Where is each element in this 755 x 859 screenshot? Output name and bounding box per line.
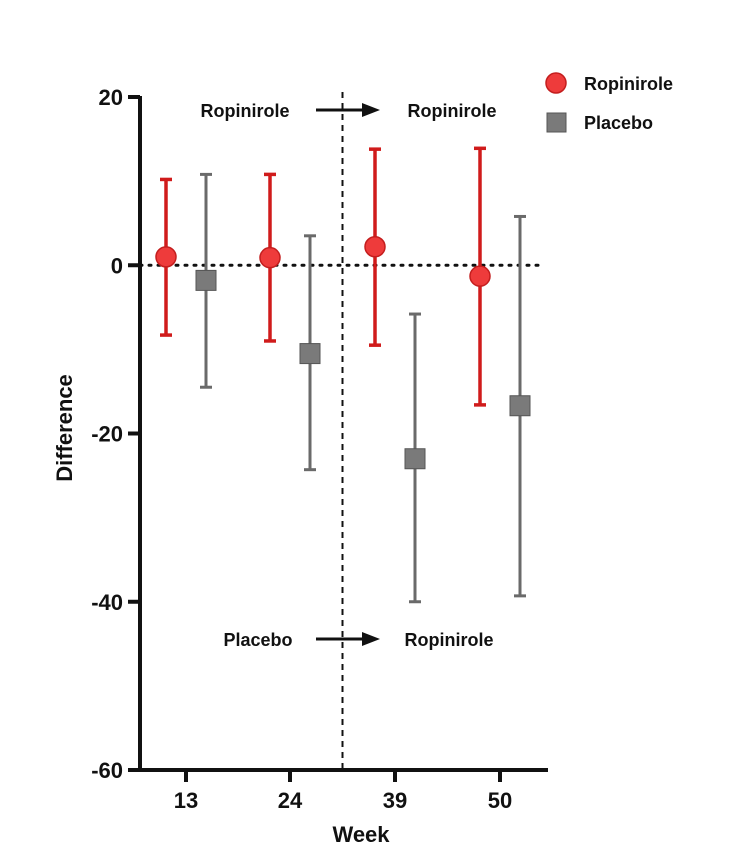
y-tick-label: 0: [111, 253, 123, 278]
y-tick-label: -20: [91, 422, 123, 447]
data-point-ropinirole: [259, 246, 281, 269]
x-tick-label: 13: [174, 788, 198, 813]
data-markers: [155, 235, 531, 470]
y-axis-title: Difference: [52, 374, 77, 482]
x-axis-title: Week: [332, 822, 390, 847]
y-tick-label: 20: [99, 85, 123, 110]
data-point-placebo: [195, 269, 217, 291]
legend-marker-ropinirole: [545, 72, 567, 94]
annotation-bottom-arrowhead: [362, 632, 380, 646]
annotation-top-to: Ropinirole: [408, 101, 497, 121]
legend-label-placebo: Placebo: [584, 113, 653, 133]
x-tick-label: 39: [383, 788, 407, 813]
y-tick-label: -40: [91, 590, 123, 615]
legend-marker-placebo: [546, 112, 567, 133]
x-tick-label: 24: [278, 788, 303, 813]
annotations: Ropinirole Ropinirole Placebo Ropinirole: [201, 101, 497, 650]
annotation-top-arrowhead: [362, 103, 380, 117]
x-tick-label: 50: [488, 788, 512, 813]
legend-label-ropinirole: Ropinirole: [584, 74, 673, 94]
annotation-top-from: Ropinirole: [201, 101, 290, 121]
y-tick-label: -60: [91, 758, 123, 783]
data-point-placebo: [299, 343, 321, 365]
axes: 20 0 -20 -40 -60 13 24 39 50: [91, 85, 548, 813]
reference-lines: [138, 92, 542, 770]
legend: Ropinirole Placebo: [545, 72, 673, 133]
data-point-placebo: [404, 448, 426, 470]
data-point-ropinirole: [155, 246, 177, 268]
data-point-ropinirole: [469, 265, 491, 287]
annotation-bottom-from: Placebo: [223, 630, 292, 650]
data-point-placebo: [509, 395, 531, 417]
data-point-ropinirole: [364, 235, 386, 258]
annotation-bottom-to: Ropinirole: [405, 630, 494, 650]
